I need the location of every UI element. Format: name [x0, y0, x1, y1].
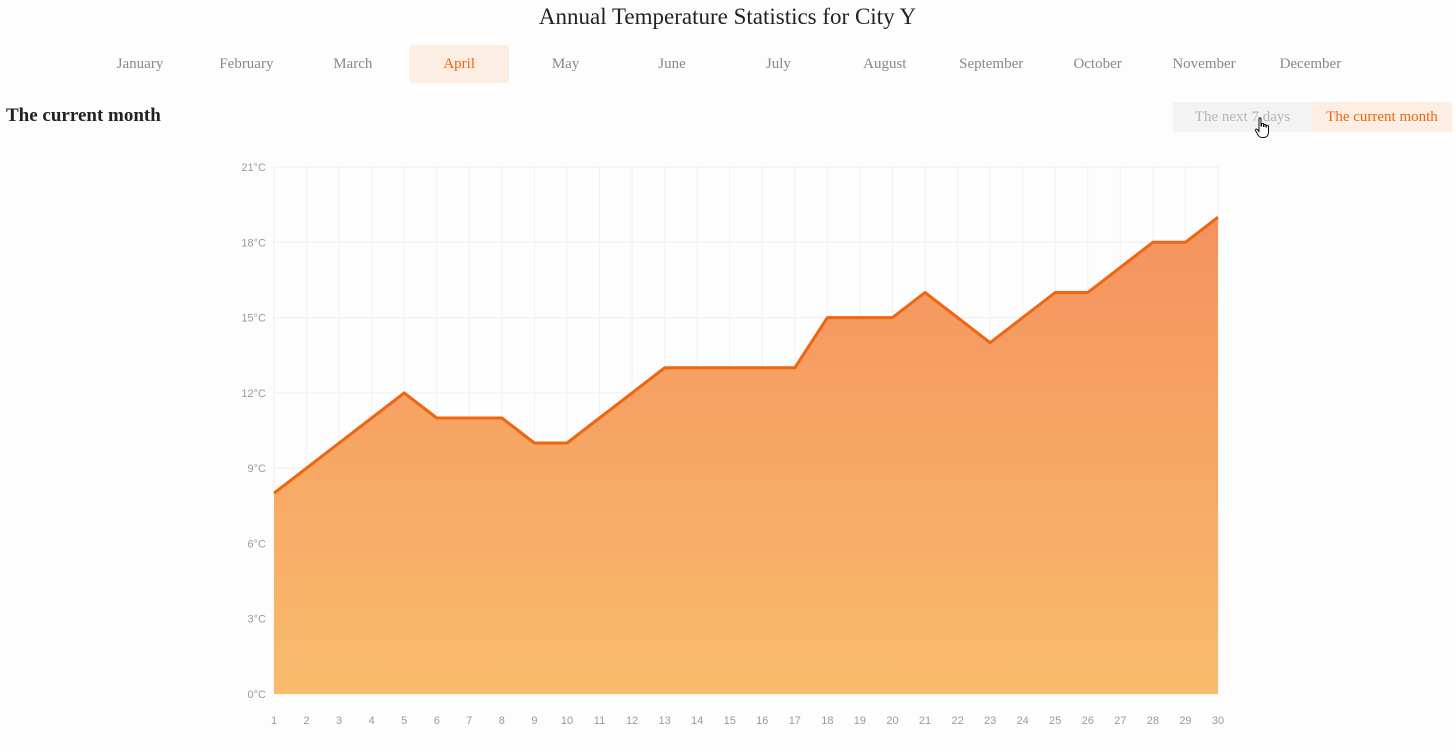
x-tick-label: 20	[886, 715, 898, 727]
page-title: Annual Temperature Statistics for City Y	[538, 4, 917, 29]
hand-pointer-icon	[1254, 117, 1269, 138]
x-tick-label: 12	[626, 715, 638, 727]
x-tick-label: 14	[691, 715, 703, 727]
section-title: The current month	[6, 105, 161, 126]
x-tick-label: 13	[658, 715, 670, 727]
x-tick-label: 18	[821, 715, 833, 727]
x-tick-label: 7	[466, 715, 472, 727]
y-tick-label: 0°C	[248, 689, 267, 701]
x-tick-label: 10	[561, 715, 573, 727]
temperature-area	[274, 217, 1218, 694]
x-tick-label: 15	[724, 715, 736, 727]
x-tick-label: 25	[1049, 715, 1061, 727]
month-tab-january[interactable]: January	[116, 56, 164, 72]
y-tick-label: 15°C	[241, 313, 266, 325]
temperature-line	[273, 216, 1219, 495]
x-axis-ticks: 1 2 3 4 5 6 7 8 9 10 11 12 13 14 15 16 17 18 19 20 21 22 23 24 2…	[271, 715, 1224, 727]
month-tab-december[interactable]: December	[1279, 56, 1342, 72]
x-tick-label: 21	[919, 715, 931, 727]
month-tab-may[interactable]: May	[551, 56, 580, 72]
x-tick-label: 23	[984, 715, 996, 727]
x-tick-label: 24	[1017, 715, 1029, 727]
x-tick-label: 17	[789, 715, 801, 727]
range-next-7-days-button[interactable]: The next 7 days	[1173, 102, 1312, 132]
x-tick-label: 26	[1082, 715, 1094, 727]
month-tab-august[interactable]: August	[863, 56, 907, 72]
x-tick-label: 27	[1114, 715, 1126, 727]
month-tab-october[interactable]: October	[1073, 56, 1122, 72]
x-tick-label: 3	[336, 715, 342, 727]
x-tick-label: 5	[401, 715, 407, 727]
x-tick-label: 2	[303, 715, 309, 727]
x-tick-label: 19	[854, 715, 866, 727]
x-tick-label: 4	[369, 715, 375, 727]
y-tick-label: 6°C	[248, 538, 267, 550]
y-tick-label: 3°C	[248, 614, 267, 626]
month-tab-july[interactable]: July	[765, 56, 791, 72]
month-tab-february[interactable]: February	[219, 56, 274, 72]
y-tick-label: 12°C	[241, 388, 266, 400]
range-current-month-button[interactable]: The current month	[1312, 102, 1452, 132]
y-tick-label: 9°C	[248, 463, 267, 475]
x-tick-label: 1	[271, 715, 277, 727]
month-tab-march[interactable]: March	[333, 56, 373, 72]
x-tick-label: 29	[1179, 715, 1191, 727]
x-tick-label: 6	[434, 715, 440, 727]
x-tick-label: 16	[756, 715, 768, 727]
x-tick-label: 30	[1212, 715, 1224, 727]
month-tab-april[interactable]: April	[409, 45, 510, 83]
x-tick-label: 8	[499, 715, 505, 727]
month-tab-september[interactable]: September	[959, 56, 1024, 72]
x-tick-label: 22	[951, 715, 963, 727]
y-tick-label: 21°C	[241, 162, 266, 174]
month-tab-november[interactable]: November	[1172, 56, 1236, 72]
x-tick-label: 11	[594, 715, 605, 727]
y-tick-label: 18°C	[241, 237, 266, 249]
month-tab-june[interactable]: June	[658, 56, 686, 72]
y-axis-ticks: 0°C 3°C 6°C 9°C 12°C 15°C 18°C 21°C	[241, 162, 266, 701]
x-tick-label: 9	[531, 715, 537, 727]
x-tick-label: 28	[1147, 715, 1159, 727]
